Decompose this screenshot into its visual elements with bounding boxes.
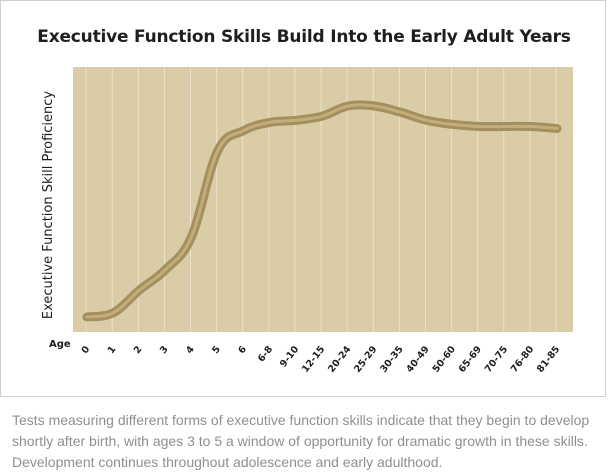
plot-area [73, 67, 573, 332]
x-axis-label: Age [49, 339, 71, 350]
x-tick-label: 6-8 [256, 344, 275, 365]
x-tick-label: 2 [132, 344, 145, 356]
x-tick-label: 3 [158, 344, 171, 356]
x-tick-labels: 0 1 2 3 4 5 6 6-8 9-1012-1520-2425-2930-3540-495… [80, 344, 563, 375]
y-axis-label: Executive Function Skill Proficiency [41, 91, 56, 320]
x-tick-label: 65-69 [457, 344, 484, 375]
x-tick-label: 30-35 [378, 344, 405, 375]
x-tick-label: 12-15 [300, 344, 327, 375]
x-tick-label: 25-29 [352, 344, 379, 375]
series-line-highlight [85, 103, 559, 319]
x-tick-label: 81-85 [535, 344, 562, 375]
x-tick-label: 9-10 [278, 344, 302, 370]
x-tick-label: 4 [184, 344, 197, 356]
figure-caption: Tests measuring different forms of execu… [12, 412, 590, 470]
series-curve [82, 100, 562, 322]
line-chart: 0 1 2 3 4 5 6 6-8 9-1012-1520-2425-2930-3540-495… [41, 67, 573, 375]
x-tick-label: 40-49 [404, 344, 431, 375]
x-tick-label: 1 [106, 344, 119, 356]
x-tick-label: 76-80 [509, 344, 537, 375]
x-tick-label: 5 [210, 344, 223, 356]
x-tick-label: 6 [236, 344, 249, 356]
x-tick-label: 70-75 [483, 344, 510, 375]
x-tick-label: 20-24 [326, 344, 354, 375]
x-tick-label: 50-60 [431, 344, 459, 375]
chart-figure: Executive Function Skills Build Into the… [0, 0, 606, 397]
x-tick-label: 0 [80, 344, 93, 356]
chart-title: Executive Function Skills Build Into the… [37, 27, 571, 47]
